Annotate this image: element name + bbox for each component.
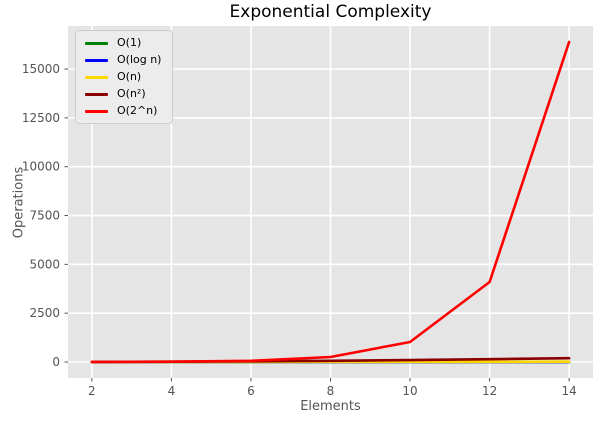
y-tick-label: 5000: [29, 257, 60, 271]
x-tick-label: 2: [88, 384, 96, 398]
series-line-4: [90, 40, 571, 364]
y-tick-label: 15000: [22, 62, 60, 76]
y-tick-label: 7500: [29, 209, 60, 223]
legend-swatch: [85, 41, 108, 45]
x-tick-label: 6: [247, 384, 255, 398]
legend-item: O(log n): [85, 54, 161, 66]
legend-swatch: [85, 75, 108, 79]
x-tick-label: 8: [327, 384, 335, 398]
legend-label: O(log n): [117, 53, 162, 66]
legend-item: O(n²): [85, 88, 161, 100]
legend-item: O(1): [85, 37, 161, 49]
legend-label: O(2^n): [117, 104, 158, 117]
y-tick-label: 10000: [22, 160, 60, 174]
x-tick-label: 10: [402, 384, 417, 398]
legend-label: O(n): [117, 70, 142, 83]
y-tick-label: 0: [52, 355, 60, 369]
y-axis-label: Operations: [11, 166, 27, 239]
y-tick-label: 12500: [22, 111, 60, 125]
legend-swatch: [85, 58, 108, 62]
x-tick-label: 4: [168, 384, 176, 398]
legend-swatch: [85, 92, 108, 96]
legend-label: O(n²): [117, 87, 146, 100]
legend-item: O(2^n): [85, 105, 161, 117]
y-tick-label: 2500: [29, 306, 60, 320]
x-tick-label: 12: [482, 384, 497, 398]
legend-swatch: [85, 109, 108, 113]
x-tick-label: 14: [561, 384, 576, 398]
legend: O(1) O(log n) O(n) O(n²) O(2^n): [75, 30, 174, 124]
x-axis-label: Elements: [300, 399, 361, 414]
legend-item: O(n): [85, 71, 161, 83]
chart-title: Exponential Complexity: [229, 2, 432, 22]
legend-label: O(1): [117, 36, 142, 49]
